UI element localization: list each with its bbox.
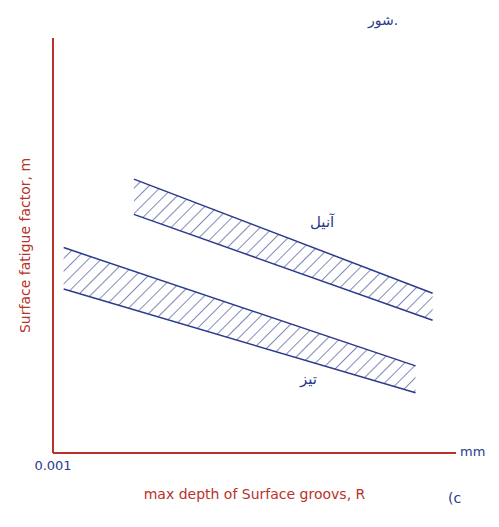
html-text:آنیل: آنیل — [310, 213, 335, 231]
html-text:(c: (c — [448, 490, 462, 506]
html-text:تیز: تیز — [300, 370, 317, 388]
svg-text:Surface fatigue factor, m: Surface fatigue factor, m — [17, 158, 33, 333]
html-text:mm: mm — [460, 444, 486, 459]
svg-text:0.001: 0.001 — [34, 458, 71, 473]
html-text:شور.: شور. — [368, 12, 399, 28]
svg-text:max depth of Surface groovs, R: max depth of Surface groovs, R — [144, 486, 366, 502]
